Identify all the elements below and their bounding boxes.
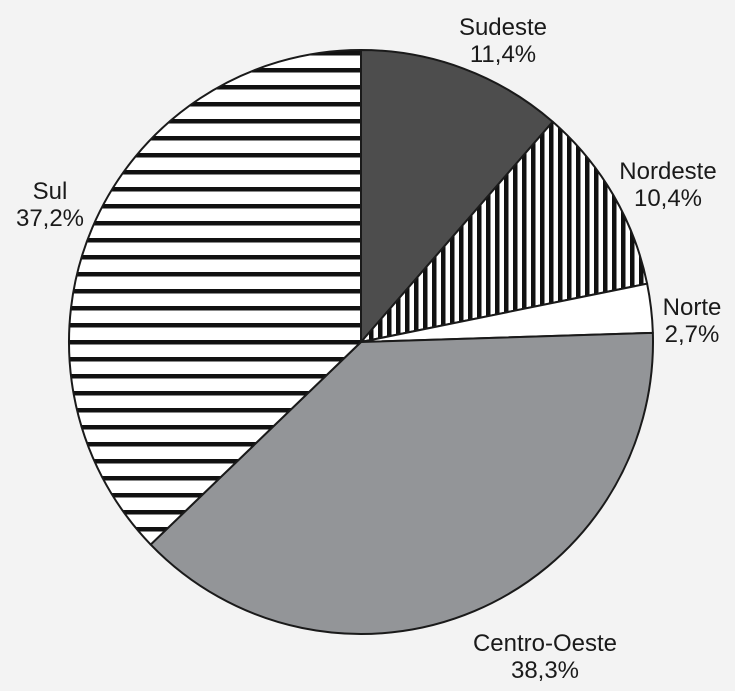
label-centro-oeste-name: Centro-Oeste <box>473 630 617 657</box>
label-sudeste-name: Sudeste <box>459 14 547 41</box>
label-sudeste-value: 11,4% <box>470 41 536 68</box>
label-norte-value: 2,7% <box>665 321 720 348</box>
label-sul-name: Sul <box>33 178 68 205</box>
label-norte-name: Norte <box>663 294 722 321</box>
slice-sul <box>68 49 362 546</box>
label-sul-value: 37,2% <box>16 205 84 232</box>
slice-centro-oeste <box>149 331 654 635</box>
slice-sudeste <box>360 49 554 343</box>
slice-nordeste <box>360 120 649 343</box>
label-nordeste-value: 10,4% <box>634 185 702 212</box>
pie-slices <box>68 49 654 635</box>
label-nordeste-name: Nordeste <box>619 158 716 185</box>
label-centro-oeste-value: 38,3% <box>511 657 579 684</box>
